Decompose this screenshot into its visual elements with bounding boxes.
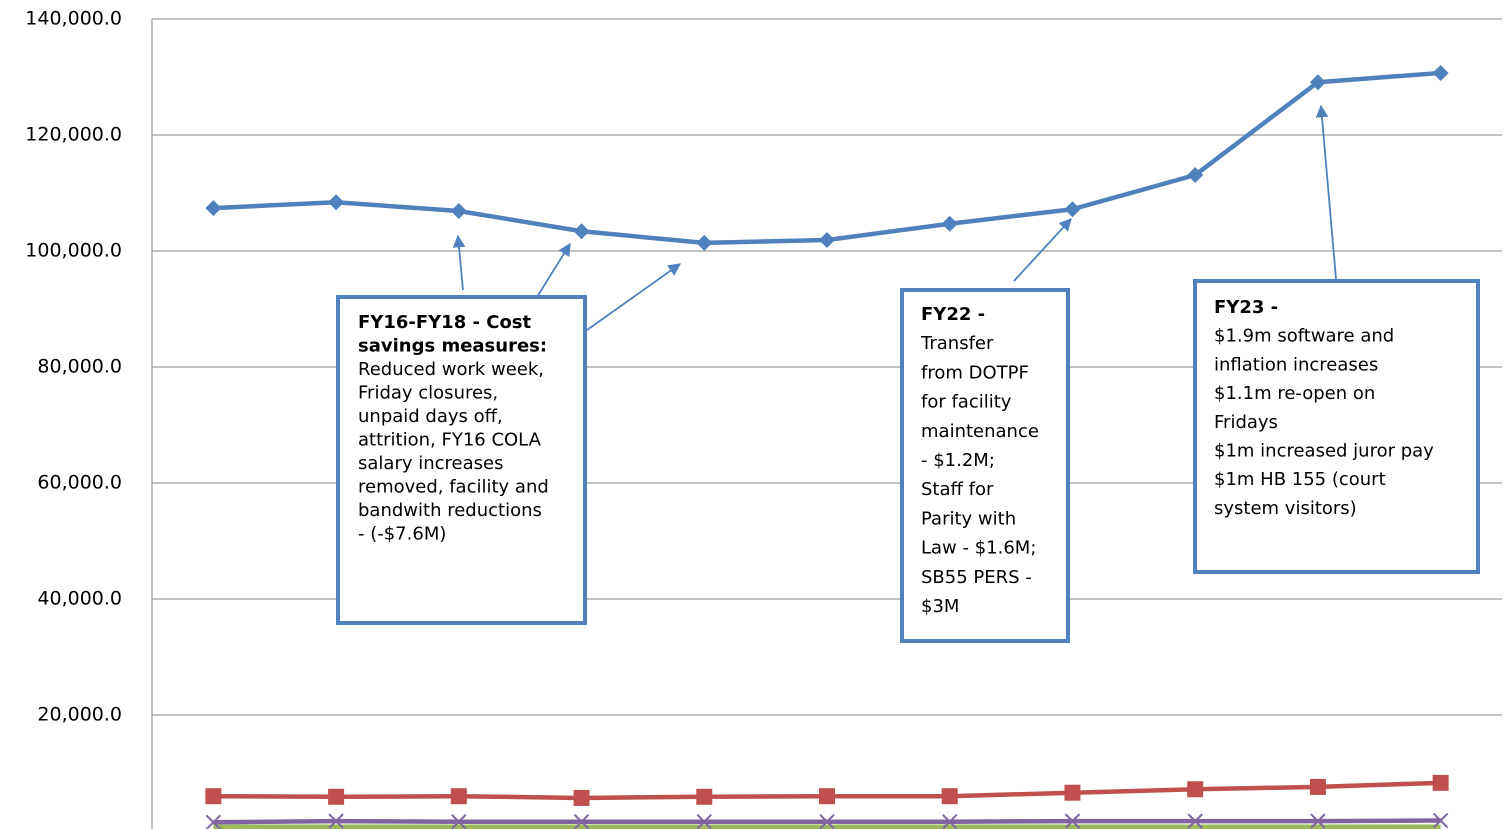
marker	[941, 788, 958, 805]
annotation-title: FY22 -	[921, 304, 985, 325]
arrow	[536, 242, 571, 298]
annotation-text: $1m HB 155 (court	[1214, 469, 1386, 490]
marker	[819, 231, 835, 248]
annotation-text: for facility	[921, 392, 1012, 413]
annotation-title: savings measures:	[358, 336, 547, 357]
marker	[205, 200, 222, 217]
y-tick-label: 20,000.0	[37, 704, 122, 726]
annotation-text: Parity with	[921, 508, 1016, 529]
marker	[819, 788, 835, 805]
arrows	[452, 104, 1337, 331]
marker	[1064, 813, 1081, 829]
marker	[1309, 74, 1326, 91]
annotation-text: - (-$7.6M)	[358, 524, 446, 545]
series-line	[213, 70, 1441, 246]
annotation-text: $1.1m re-open on	[1214, 383, 1375, 404]
arrow	[1315, 104, 1337, 280]
marker	[573, 223, 590, 240]
marker	[1187, 781, 1204, 798]
marker	[573, 814, 590, 829]
y-tick-label: 140,000.0	[25, 8, 122, 30]
marker	[696, 814, 712, 829]
marker	[1187, 167, 1204, 184]
marker	[1310, 813, 1326, 829]
annotation-text: $1m increased juror pay	[1214, 441, 1434, 462]
annotation-text: Transfer	[920, 333, 994, 354]
annotation-title: FY23 -	[1214, 297, 1278, 318]
annotation-text: maintenance	[921, 421, 1039, 442]
annotation-text: bandwith reductions	[358, 500, 542, 521]
annotation-text: attrition, FY16 COLA	[358, 430, 542, 451]
annotation-text: SB55 PERS -	[921, 567, 1032, 588]
marker	[1432, 64, 1449, 81]
marker	[942, 814, 958, 829]
arrow	[1013, 218, 1072, 282]
y-tick-label: 60,000.0	[37, 472, 122, 494]
y-tick-label: 100,000.0	[25, 240, 122, 262]
y-tick-label: 40,000.0	[37, 588, 122, 610]
marker	[1064, 784, 1081, 801]
annotation-title: FY16-FY18 - Cost	[358, 312, 532, 333]
annotation-text: Law - $1.6M;	[921, 538, 1036, 559]
y-tick-label: 80,000.0	[37, 356, 122, 378]
annotation-text: Reduced work week,	[358, 359, 544, 380]
marker	[328, 813, 344, 829]
marker	[696, 788, 713, 805]
marker	[451, 814, 467, 829]
arrow	[586, 263, 682, 331]
marker	[1432, 774, 1449, 791]
annotation-text: removed, facility and	[358, 477, 549, 498]
annotation-text: - $1.2M;	[921, 450, 995, 471]
marker	[450, 788, 467, 805]
marker	[328, 194, 345, 211]
annotation-text: $3M	[921, 596, 959, 617]
marker	[819, 814, 835, 829]
annotation-box	[336, 295, 587, 625]
annotation-box	[1193, 279, 1480, 574]
arrow	[452, 234, 466, 291]
marker	[450, 202, 467, 219]
annotation-text: Friday closures,	[358, 383, 498, 404]
marker	[328, 788, 345, 805]
annotation-text: salary increases	[358, 453, 503, 474]
annotation-text: from DOTPF	[921, 362, 1029, 383]
annotation-text: Staff for	[921, 479, 994, 500]
annotation-text: unpaid days off,	[358, 406, 503, 427]
marker	[1064, 201, 1081, 218]
marker	[1432, 812, 1449, 829]
annotation-text: system visitors)	[1214, 498, 1357, 519]
marker	[696, 234, 713, 251]
annotation-text: inflation increases	[1214, 354, 1378, 375]
annotation-box	[900, 288, 1070, 643]
marker	[573, 789, 590, 806]
y-tick-label: 120,000.0	[25, 124, 122, 146]
marker	[205, 814, 222, 829]
marker	[1309, 778, 1326, 795]
annotation-text: Fridays	[1214, 412, 1278, 433]
marker	[941, 215, 958, 232]
marker	[1187, 813, 1203, 829]
marker	[205, 788, 222, 805]
annotation-text: $1.9m software and	[1214, 326, 1394, 347]
